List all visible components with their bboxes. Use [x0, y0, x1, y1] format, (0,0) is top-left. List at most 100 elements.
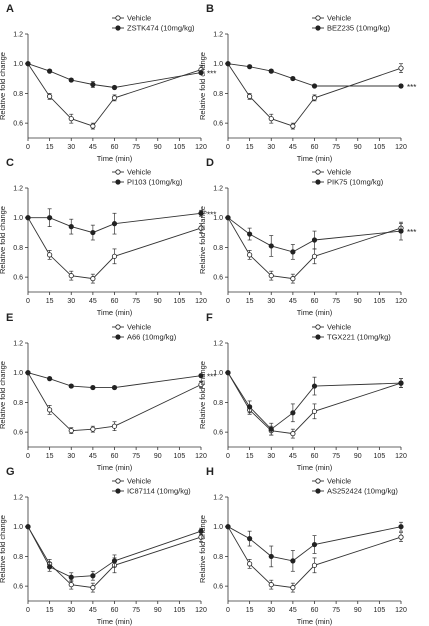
series-treatment: [225, 521, 404, 572]
data-point: [311, 83, 318, 89]
legend-label: Vehicle: [127, 14, 151, 23]
panel-letter: G: [6, 466, 15, 478]
y-tick-label: 1.0: [213, 370, 223, 377]
y-tick-label: 1.0: [213, 524, 223, 531]
data-point: [311, 541, 318, 548]
y-tick-label: 1.0: [13, 61, 23, 68]
data-point: [47, 215, 53, 221]
x-tick-label: 0: [26, 144, 30, 151]
y-tick-label: 0.6: [13, 430, 23, 437]
x-axis-label: Time (min): [297, 463, 333, 472]
legend-marker: [115, 334, 121, 340]
x-tick-label: 30: [67, 607, 75, 614]
x-tick-label: 75: [332, 607, 340, 614]
x-tick-label: 60: [111, 453, 119, 460]
series-line: [27, 217, 202, 280]
y-tick-label: 1.2: [13, 495, 23, 502]
x-axis-label: Time (min): [297, 617, 333, 626]
y-axis-label: Relative fold change: [0, 206, 7, 274]
significance-marker: ***: [207, 70, 216, 79]
data-point: [225, 215, 231, 221]
data-point: [247, 561, 253, 567]
panel-f: F 0.6 0.8 1.0 1.2 0 15 30 45 60 75 90 105 120 Time (mi…: [198, 312, 407, 472]
series-treatment: [25, 524, 204, 583]
y-axis-label: Relative fold change: [0, 515, 7, 583]
y-tick-label: 0.6: [13, 275, 23, 282]
x-axis-label: Time (min): [97, 463, 133, 472]
data-point: [290, 410, 296, 416]
x-tick-label: 15: [246, 298, 254, 305]
x-tick-label: 45: [89, 144, 97, 151]
data-point: [90, 123, 96, 129]
x-tick-label: 30: [267, 453, 275, 460]
y-tick-label: 1.2: [213, 186, 223, 193]
y-tick-label: 1.2: [213, 32, 223, 39]
y-axis-label: Relative fold change: [0, 361, 7, 429]
legend-marker: [315, 324, 321, 330]
x-tick-label: 120: [195, 144, 207, 151]
legend-label: Vehicle: [327, 168, 351, 177]
panel-h: H 0.6 0.8 1.0 1.2 0 15 30 45 60 75 90 105 120 Time (mi…: [198, 466, 407, 626]
data-point: [111, 384, 118, 391]
y-tick-label: 0.8: [13, 245, 23, 252]
series-line: [27, 372, 202, 432]
data-point: [290, 558, 296, 564]
x-tick-label: 90: [354, 453, 362, 460]
data-point: [290, 123, 296, 129]
y-axis-label: Relative fold change: [198, 515, 207, 583]
significance-marker: ***: [407, 83, 416, 92]
data-point: [25, 61, 31, 67]
legend-marker: [315, 169, 321, 175]
x-tick-label: 0: [26, 453, 30, 460]
series-line: [227, 63, 401, 87]
data-point: [268, 426, 274, 432]
data-point: [311, 562, 318, 568]
y-tick-label: 1.2: [213, 341, 223, 348]
data-point: [47, 93, 53, 100]
series-treatment: [25, 370, 204, 391]
series-vehicle: [225, 524, 404, 593]
series-line: [27, 526, 202, 578]
series-line: [227, 217, 402, 280]
legend-marker: [315, 334, 321, 340]
data-point: [398, 228, 404, 234]
y-tick-label: 0.6: [213, 275, 223, 282]
panel-letter: A: [6, 3, 14, 15]
data-point: [198, 528, 204, 534]
data-point: [25, 215, 31, 221]
panel-d: D 0.6 0.8 1.0 1.2 0 15 30 45 60 75 90 105 120 Time (mi…: [198, 157, 416, 317]
x-tick-label: 105: [374, 607, 386, 614]
data-point: [311, 408, 318, 414]
data-point: [398, 524, 404, 530]
x-tick-label: 90: [154, 453, 162, 460]
panel-letter: D: [206, 157, 214, 169]
y-tick-label: 0.6: [13, 121, 23, 128]
legend-label: Vehicle: [127, 477, 151, 486]
x-tick-label: 90: [354, 607, 362, 614]
series-line: [227, 63, 402, 127]
x-tick-label: 15: [246, 607, 254, 614]
x-tick-label: 90: [354, 144, 362, 151]
y-tick-label: 1.2: [13, 186, 23, 193]
data-point: [90, 276, 96, 282]
x-tick-label: 45: [289, 144, 297, 151]
legend-label: Vehicle: [127, 323, 151, 332]
data-point: [311, 383, 318, 389]
x-tick-label: 30: [267, 607, 275, 614]
data-point: [225, 61, 231, 67]
series-vehicle: [25, 215, 204, 284]
x-tick-label: 30: [67, 453, 75, 460]
series-treatment: [225, 61, 404, 89]
data-point: [68, 574, 74, 580]
data-point: [247, 93, 253, 100]
data-point: [311, 95, 318, 101]
legend-label: IC87114 (10mg/kg): [127, 487, 191, 496]
legend-marker: [115, 15, 121, 21]
significance-marker: ***: [207, 210, 216, 219]
y-tick-label: 0.8: [213, 245, 223, 252]
y-tick-label: 0.6: [213, 584, 223, 591]
data-point: [290, 75, 296, 82]
x-tick-label: 105: [374, 298, 386, 305]
significance-marker: ***: [407, 228, 416, 237]
data-point: [198, 373, 204, 379]
